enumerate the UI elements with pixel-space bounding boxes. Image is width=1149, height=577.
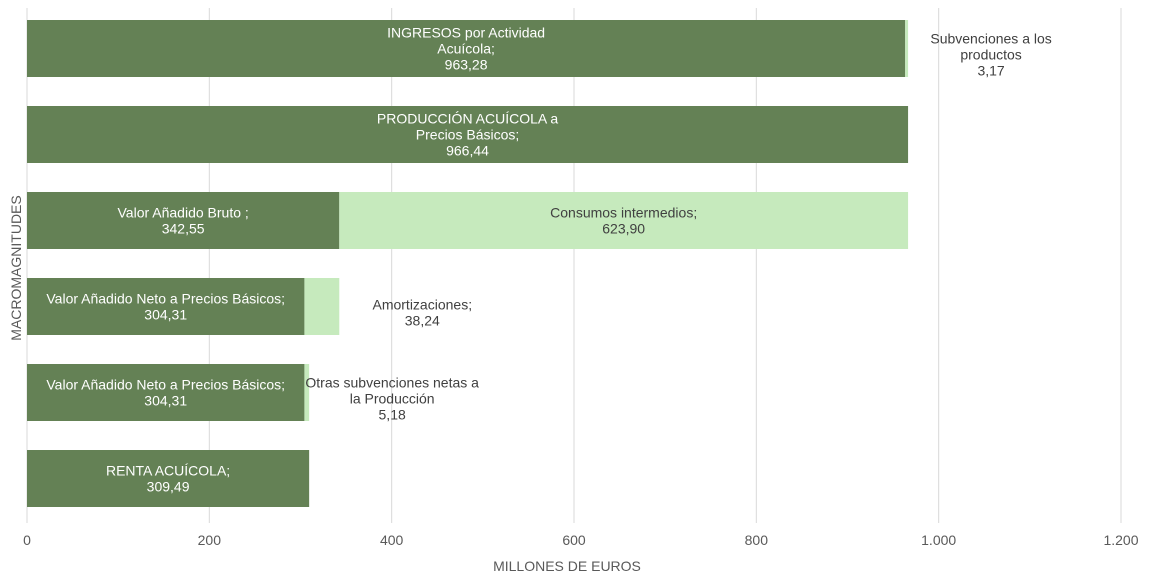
- bar-secondary: [304, 364, 310, 421]
- bar-primary: [27, 450, 310, 507]
- x-tick-label: 600: [562, 532, 586, 548]
- x-tick-label: 200: [198, 532, 222, 548]
- bars: [27, 20, 909, 507]
- bar-primary: [27, 20, 906, 77]
- bar-secondary-label: Consumos intermedios; 623,90: [550, 205, 697, 237]
- bar-secondary-label: Amortizaciones; 38,24: [372, 297, 472, 329]
- x-axis-ticks: 0 200 400 600 800 1.000 1.200: [23, 532, 1139, 548]
- bar-secondary: [304, 278, 340, 335]
- bar-primary-label: RENTA ACUÍCOLA; 309,49: [106, 463, 230, 495]
- y-axis-title: MACROMAGNITUDES: [8, 195, 24, 340]
- bar-secondary: [339, 192, 909, 249]
- x-tick-label: 0: [23, 532, 31, 548]
- x-tick-label: 800: [745, 532, 769, 548]
- bar-primary: [27, 106, 909, 163]
- bar-secondary-label: Subvenciones a los productos 3,17: [930, 31, 1051, 79]
- bar-secondary: [905, 20, 909, 77]
- x-tick-label: 1.000: [921, 532, 956, 548]
- bar-primary-label: INGRESOS por Actividad Acuícola; 963,28: [387, 25, 545, 73]
- bar-primary-label: Valor Añadido Bruto ; 342,55: [118, 205, 249, 237]
- gridlines: [26, 8, 1122, 523]
- bar-secondary-label: Otras subvenciones netas a la Producción 5…: [305, 375, 479, 423]
- bar-primary: [27, 278, 305, 335]
- x-tick-label: 1.200: [1103, 532, 1138, 548]
- data-labels: INGRESOS por Actividad Acuícola; 963,28 Sub…: [46, 25, 1051, 495]
- bar-primary: [27, 364, 305, 421]
- bar-primary: [27, 192, 340, 249]
- bar-primary-label: Valor Añadido Neto a Precios Básicos; 304…: [46, 377, 285, 409]
- bar-primary-label: Valor Añadido Neto a Precios Básicos; 304…: [46, 291, 285, 323]
- bar-primary-label: PRODUCCIÓN ACUÍCOLA a Precios Básicos; 966…: [377, 111, 558, 159]
- x-axis-title: MILLONES DE EUROS: [493, 558, 641, 574]
- x-tick-label: 400: [380, 532, 404, 548]
